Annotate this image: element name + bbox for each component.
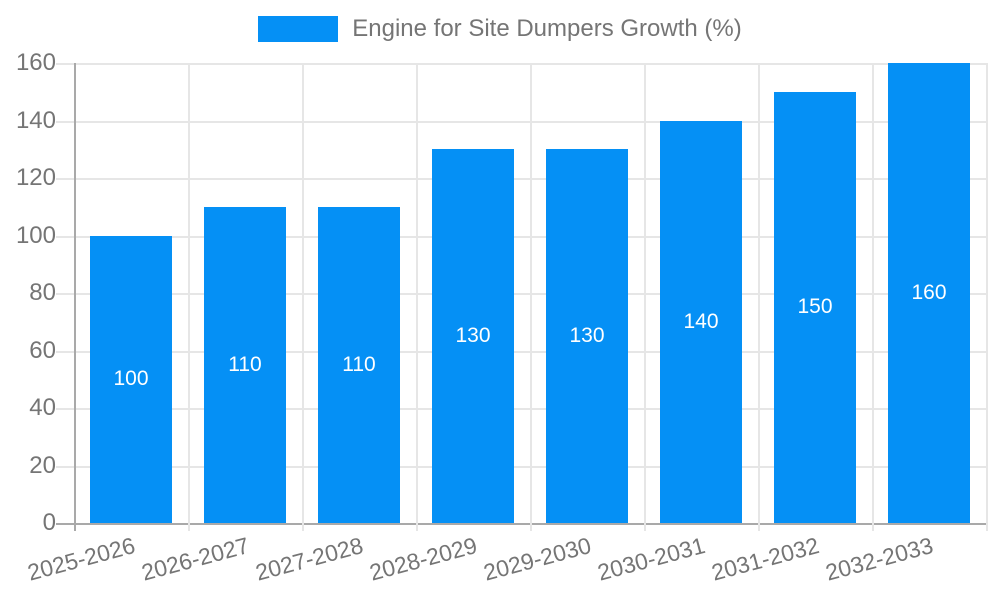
x-tick-label: 2032-2033 [822, 532, 936, 586]
legend-swatch-icon [258, 16, 339, 42]
x-tick-label: 2027-2028 [252, 532, 366, 586]
h-gridline [56, 465, 986, 468]
y-tick-label: 60 [29, 336, 56, 364]
y-tick-label: 100 [15, 221, 56, 249]
bar-value-label: 100 [113, 367, 149, 391]
v-gridline [986, 63, 988, 531]
y-tick-label: 120 [15, 164, 56, 191]
v-gridline [188, 63, 190, 531]
bar-value-label: 110 [342, 352, 376, 376]
bar-2025-2026[interactable]: 100 [90, 235, 172, 523]
x-tick-label: 2030-2031 [594, 532, 708, 586]
bar-value-label: 150 [797, 295, 833, 319]
bar-value-label: 160 [911, 281, 947, 304]
v-gridline [416, 63, 418, 531]
bar-value-label: 110 [228, 352, 262, 376]
h-gridline [56, 120, 986, 123]
h-gridline [56, 408, 986, 410]
y-tick-label: 40 [29, 394, 56, 421]
h-gridline [56, 63, 986, 65]
h-gridline [56, 235, 986, 238]
v-gridline [530, 63, 532, 531]
y-axis-labels: 0 20 40 60 80 100 120 140 160 [0, 0, 56, 600]
bar-2029-2030[interactable]: 130 [546, 149, 628, 523]
bar-2028-2029[interactable]: 130 [432, 149, 514, 523]
x-tick-label: 2029-2030 [480, 532, 594, 586]
v-gridline [644, 63, 646, 531]
h-gridline [56, 350, 986, 353]
y-tick-label: 0 [42, 509, 56, 536]
bar-value-label: 130 [455, 324, 491, 348]
plot-area: 100 110 110 130 130 140 150 160 [56, 63, 988, 531]
bar-2031-2032[interactable]: 150 [774, 91, 856, 523]
y-tick-label: 160 [15, 49, 56, 76]
bar-value-label: 130 [569, 324, 605, 348]
x-tick-label: 2031-2032 [708, 532, 822, 586]
x-tick-label: 2026-2027 [138, 532, 252, 586]
y-axis-line [74, 63, 76, 531]
bar-value-label: 140 [683, 309, 719, 333]
x-axis-line [56, 523, 986, 525]
bar-2026-2027[interactable]: 110 [204, 206, 286, 523]
legend[interactable]: Engine for Site Dumpers Growth (%) [0, 15, 1000, 43]
v-gridline [872, 63, 874, 531]
y-tick-label: 140 [15, 106, 56, 134]
y-tick-label: 20 [29, 451, 56, 479]
v-gridline [758, 63, 760, 531]
legend-label: Engine for Site Dumpers Growth (%) [352, 15, 742, 42]
bar-2032-2033[interactable]: 160 [888, 63, 970, 523]
h-gridline [56, 293, 986, 295]
h-gridline [56, 178, 986, 180]
x-tick-label: 2028-2029 [366, 532, 480, 586]
v-gridline [302, 63, 304, 531]
y-tick-label: 80 [29, 279, 56, 306]
bar-2027-2028[interactable]: 110 [318, 206, 400, 523]
bar-2030-2031[interactable]: 140 [660, 120, 742, 523]
